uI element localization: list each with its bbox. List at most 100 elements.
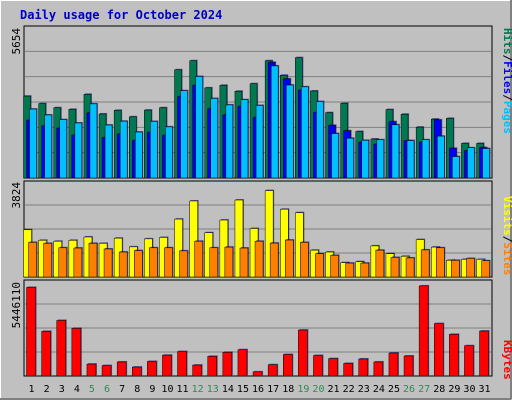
- bar-sites-day-29: [451, 260, 460, 278]
- bar-kbytes-day-23: [358, 358, 368, 377]
- bar-sites-day-23: [360, 262, 369, 278]
- bar-sites-day-12: [194, 240, 203, 278]
- x-tick-label-day-8: 8: [134, 384, 140, 395]
- bar-pages-day-15: [240, 99, 249, 179]
- y-max-label-kbytes: 5446110: [10, 282, 23, 328]
- x-tick-label-day-25: 25: [388, 384, 400, 395]
- bar-pages-day-14: [225, 104, 234, 179]
- bar-kbytes-day-21: [328, 358, 338, 377]
- x-tick-label-day-12: 12: [192, 384, 204, 395]
- x-tick-label-day-22: 22: [343, 384, 355, 395]
- x-tick-label-day-24: 24: [373, 384, 385, 395]
- bar-visits-day-12: [189, 200, 198, 278]
- bar-pages-day-7: [119, 120, 128, 179]
- legend-visits: Visits: [501, 196, 512, 236]
- chart-title: Daily usage for October 2024: [20, 8, 222, 22]
- bar-kbytes-day-14: [222, 352, 233, 377]
- x-tick-label-day-11: 11: [177, 384, 189, 395]
- bar-sites-day-2: [43, 243, 52, 278]
- bar-visits-day-15: [234, 199, 244, 278]
- legend-separator-2: /: [501, 94, 512, 101]
- bar-sites-day-6: [103, 248, 113, 278]
- bar-sites-day-17: [269, 242, 279, 278]
- bar-kbytes-day-7: [116, 361, 127, 377]
- bar-kbytes-day-2: [41, 331, 51, 377]
- bar-pages-day-9: [150, 121, 158, 179]
- bar-sites-day-1: [28, 242, 37, 278]
- bar-pages-day-8: [135, 131, 143, 179]
- bar-kbytes-day-3: [56, 320, 66, 377]
- bar-kbytes-day-4: [71, 328, 82, 377]
- x-tick-label-day-16: 16: [252, 384, 264, 395]
- legend-hits-panel: Hits/Files/Pages: [501, 28, 512, 134]
- bar-pages-day-25: [391, 124, 400, 179]
- bar-sites-day-27: [420, 249, 430, 278]
- bar-sites-day-21: [330, 255, 339, 278]
- bar-pages-day-18: [286, 84, 294, 179]
- bar-sites-day-30: [466, 258, 475, 278]
- x-tick-label-day-31: 31: [479, 384, 491, 395]
- bar-kbytes-day-6: [101, 365, 112, 377]
- bar-sites-day-11: [179, 250, 188, 278]
- x-tick-label-day-20: 20: [312, 384, 324, 395]
- x-tick-label-day-6: 6: [104, 384, 110, 395]
- bar-pages-day-30: [467, 147, 475, 179]
- bar-pages-day-17: [270, 65, 279, 179]
- legend-separator-1: /: [501, 55, 512, 62]
- x-tick-label-day-23: 23: [358, 384, 370, 395]
- bar-pages-day-19: [301, 86, 309, 179]
- bar-sites-day-13: [209, 247, 218, 278]
- bar-sites-day-18: [285, 239, 294, 278]
- bar-visits-day-11: [174, 218, 183, 278]
- bar-visits-day-17: [264, 190, 274, 278]
- x-tick-label-day-14: 14: [222, 384, 234, 395]
- bar-kbytes-day-9: [147, 361, 157, 377]
- x-tick-label-day-4: 4: [74, 384, 80, 395]
- bar-kbytes-day-28: [434, 323, 444, 377]
- bar-kbytes-day-25: [388, 352, 399, 377]
- bar-sites-day-9: [149, 247, 158, 278]
- bar-pages-day-6: [104, 124, 113, 179]
- bar-kbytes-day-11: [177, 351, 187, 377]
- legend-kbytes-panel: KBytes: [501, 340, 512, 380]
- x-tick-label-day-3: 3: [59, 384, 65, 395]
- x-tick-label-day-7: 7: [119, 384, 125, 395]
- bar-pages-day-31: [482, 148, 490, 179]
- legend-hits: Hits: [501, 28, 512, 55]
- bar-pages-day-21: [331, 133, 339, 179]
- x-tick-label-day-29: 29: [448, 384, 460, 395]
- bar-pages-day-24: [376, 139, 385, 179]
- bar-pages-day-5: [89, 103, 98, 179]
- bar-kbytes-day-16: [252, 371, 263, 377]
- bar-kbytes-day-18: [283, 354, 293, 377]
- x-tick-label-day-30: 30: [463, 384, 475, 395]
- bar-sites-day-26: [405, 257, 415, 278]
- x-tick-label-day-13: 13: [207, 384, 219, 395]
- bar-sites-day-25: [390, 257, 400, 278]
- bar-kbytes-day-10: [162, 354, 172, 377]
- bar-sites-day-8: [134, 250, 143, 278]
- bar-pages-day-2: [44, 114, 52, 179]
- y-max-label-visits: 3824: [10, 182, 23, 209]
- bar-kbytes-day-1: [26, 287, 36, 377]
- y-max-label-hits: 5654: [10, 28, 23, 55]
- bar-sites-day-31: [481, 260, 490, 278]
- bar-kbytes-day-26: [403, 355, 414, 377]
- legend-pages: Pages: [501, 101, 512, 134]
- x-tick-label-day-1: 1: [29, 384, 35, 395]
- bar-pages-day-29: [452, 156, 460, 179]
- legend-separator-3: /: [501, 236, 512, 243]
- bar-sites-day-5: [88, 243, 98, 278]
- bar-sites-day-19: [300, 242, 309, 278]
- bar-pages-day-16: [255, 105, 264, 179]
- bar-kbytes-day-30: [464, 345, 474, 377]
- x-tick-label-day-15: 15: [237, 384, 249, 395]
- legend-sites: Sites: [501, 242, 512, 275]
- x-tick-label-day-27: 27: [418, 384, 430, 395]
- bar-kbytes-day-27: [418, 285, 429, 377]
- legend-kbytes: KBytes: [501, 340, 512, 380]
- x-tick-label-day-10: 10: [161, 384, 173, 395]
- x-tick-label-day-5: 5: [89, 384, 95, 395]
- x-tick-label-day-26: 26: [403, 384, 415, 395]
